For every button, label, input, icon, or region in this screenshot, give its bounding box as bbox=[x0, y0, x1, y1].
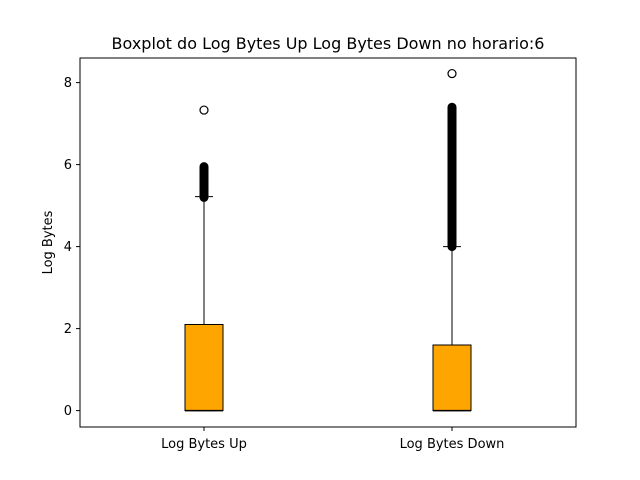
y-tick-label: 0 bbox=[64, 404, 72, 419]
x-axis: Log Bytes Up Log Bytes Down bbox=[161, 427, 504, 452]
box-group bbox=[432, 68, 472, 412]
y-axis-label: Log Bytes bbox=[41, 210, 56, 274]
x-tick-label: Log Bytes Up bbox=[161, 437, 247, 452]
outlier-band bbox=[447, 102, 457, 252]
plot-content bbox=[184, 68, 472, 412]
outlier-point bbox=[447, 68, 457, 79]
outlier-point bbox=[199, 105, 209, 115]
y-axis: 0 2 4 6 8 bbox=[64, 76, 80, 419]
box-iqr bbox=[184, 324, 224, 412]
y-tick-label: 4 bbox=[64, 240, 72, 255]
x-tick-label: Log Bytes Down bbox=[400, 437, 505, 452]
y-tick-label: 6 bbox=[64, 158, 72, 173]
box-iqr bbox=[432, 344, 472, 412]
y-tick-label: 2 bbox=[64, 322, 72, 337]
chart-title: Boxplot do Log Bytes Up Log Bytes Down n… bbox=[112, 34, 545, 53]
plot-frame bbox=[79, 57, 577, 428]
box-group bbox=[184, 105, 224, 412]
y-tick-label: 8 bbox=[64, 76, 72, 91]
outlier-band bbox=[199, 162, 209, 202]
